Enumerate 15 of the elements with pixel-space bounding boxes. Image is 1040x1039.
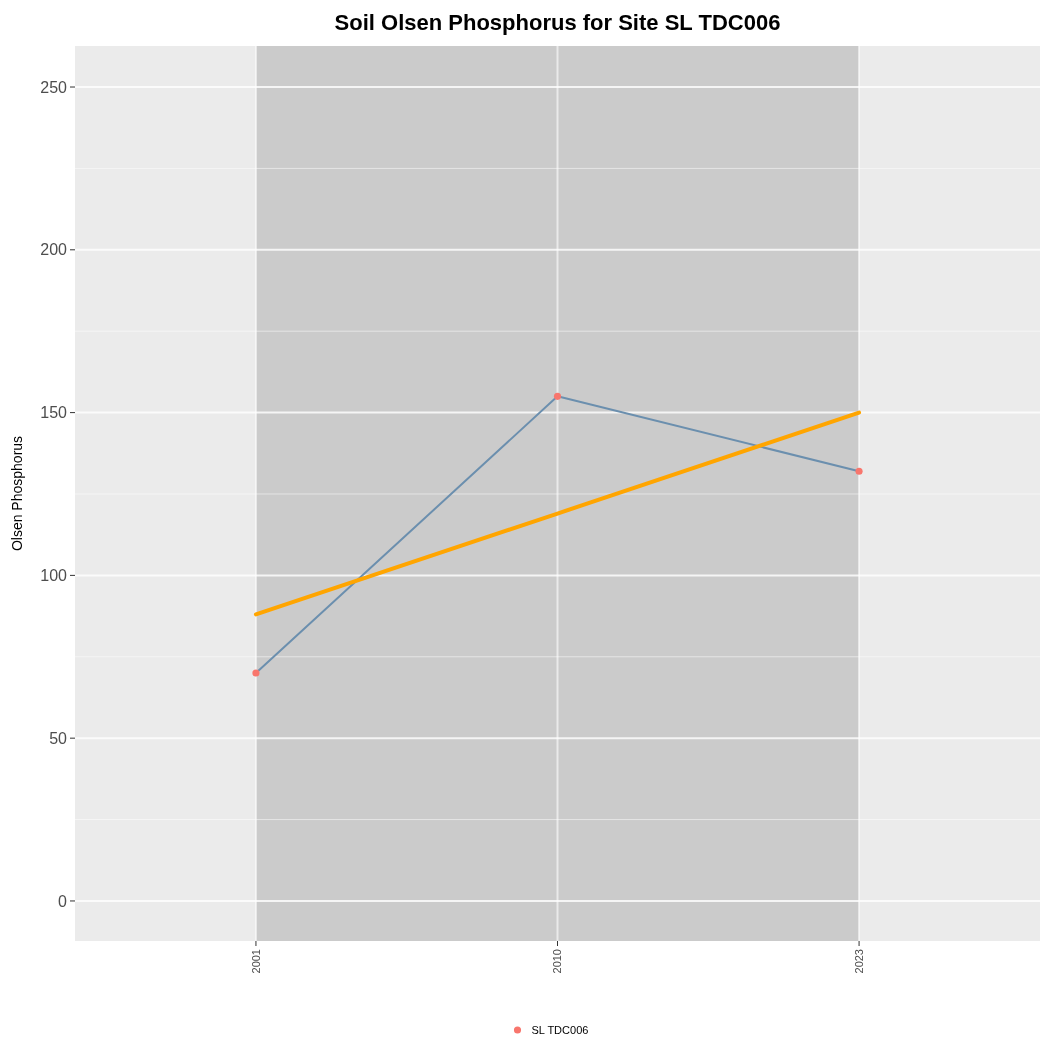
chart-title: Soil Olsen Phosphorus for Site SL TDC006: [334, 10, 781, 35]
point: [252, 669, 260, 677]
x-tick-label: 2023: [852, 949, 865, 974]
legend-label: SL TDC006: [531, 1023, 589, 1036]
x-tick-label: 2001: [249, 949, 262, 974]
point: [855, 467, 863, 475]
y-tick-label: 50: [49, 729, 68, 747]
point: [553, 392, 562, 400]
y-tick-label: 0: [58, 892, 68, 910]
x-tick-label: 2010: [551, 949, 564, 974]
y-tick-label: 200: [40, 241, 68, 259]
y-tick-label: 150: [40, 404, 68, 422]
y-tick-label: 250: [40, 78, 68, 96]
y-tick-label: 100: [40, 566, 68, 584]
y-axis-title: Olsen Phosphorus: [9, 435, 25, 552]
